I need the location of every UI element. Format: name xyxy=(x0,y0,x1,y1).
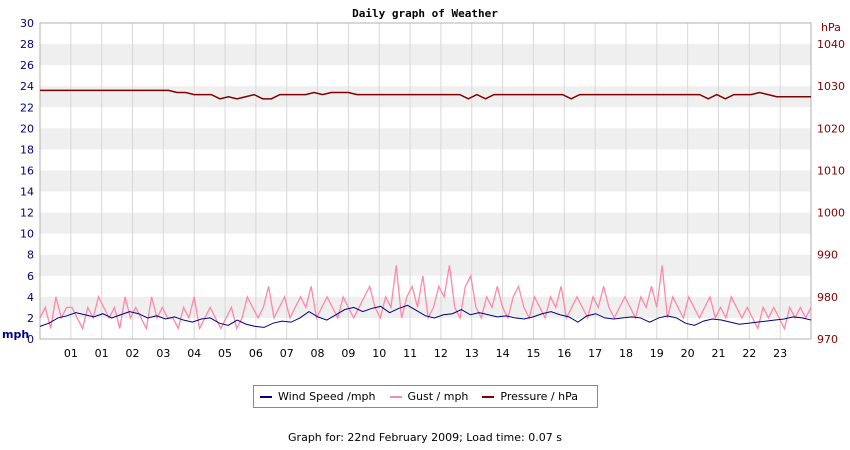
legend-label-wind: Wind Speed /mph xyxy=(278,390,376,403)
right-axis-label: hPa xyxy=(821,21,841,34)
right-axis-tick-label: 980 xyxy=(817,291,838,304)
grid-band xyxy=(40,128,811,150)
left-axis-tick-label: 18 xyxy=(20,143,34,156)
right-axis-tick-label: 1040 xyxy=(817,38,845,51)
left-axis-tick-label: 14 xyxy=(20,186,34,199)
right-axis-tick-label: 1010 xyxy=(817,164,845,177)
x-axis-tick-label: 09 xyxy=(341,347,355,360)
x-axis-tick-label: 19 xyxy=(650,347,664,360)
left-axis-tick-label: 16 xyxy=(20,164,34,177)
x-axis-tick-label: 20 xyxy=(681,347,695,360)
x-axis-tick-label: 21 xyxy=(711,347,725,360)
grid-band xyxy=(40,44,811,66)
series-pressure-line xyxy=(40,89,811,100)
left-axis-tick-label: 26 xyxy=(20,59,34,72)
x-axis-tick-label: 06 xyxy=(249,347,263,360)
x-axis-tick-label: 08 xyxy=(311,347,325,360)
x-axis-tick-label: 07 xyxy=(280,347,294,360)
legend-label-pressure: Pressure / hPa xyxy=(500,390,578,403)
x-axis-tick-label: 23 xyxy=(773,347,787,360)
x-axis-tick-label: 12 xyxy=(434,347,448,360)
left-axis-tick-label: 24 xyxy=(20,80,34,93)
left-axis-tick-label: 12 xyxy=(20,207,34,220)
x-axis-tick-label: 17 xyxy=(588,347,602,360)
right-axis-tick-label: 1000 xyxy=(817,207,845,220)
left-axis-tick-label: 28 xyxy=(20,38,34,51)
x-axis-tick-label: 11 xyxy=(403,347,417,360)
legend-swatch-gust xyxy=(389,395,402,398)
x-axis-tick-label: 13 xyxy=(465,347,479,360)
legend-swatch-pressure xyxy=(482,395,495,398)
right-axis-tick-label: 1020 xyxy=(817,122,845,135)
legend-item-pressure: Pressure / hPa xyxy=(482,390,578,403)
grid-band xyxy=(40,212,811,234)
left-axis-tick-label: 22 xyxy=(20,101,34,114)
grid-band xyxy=(40,254,811,276)
x-axis-tick-label: 16 xyxy=(557,347,571,360)
legend-item-wind: Wind Speed /mph xyxy=(260,390,376,403)
left-axis-tick-label: 4 xyxy=(27,291,34,304)
legend-swatch-wind xyxy=(260,395,272,398)
x-axis-tick-label: 22 xyxy=(742,347,756,360)
right-axis-tick-label: 990 xyxy=(817,249,838,262)
x-axis-tick-label: 05 xyxy=(218,347,232,360)
x-axis-tick-label: 04 xyxy=(187,347,201,360)
left-axis-tick-label: 2 xyxy=(27,312,34,325)
x-axis-tick-label: 01 xyxy=(95,347,109,360)
series-wind-speed-line xyxy=(39,304,812,328)
plot-frame xyxy=(39,22,812,340)
x-axis-tick-label: 10 xyxy=(372,347,386,360)
footer-status: Graph for: 22nd February 2009; Load time… xyxy=(288,431,562,444)
legend-label-gust: Gust / mph xyxy=(407,390,469,403)
left-axis-tick-label: 20 xyxy=(20,122,34,135)
x-axis-tick-label: 02 xyxy=(126,347,140,360)
x-axis-tick-label: 18 xyxy=(619,347,633,360)
left-axis-label: mph xyxy=(2,328,29,341)
legend-item-gust: Gust / mph xyxy=(389,390,469,403)
x-axis-tick-label: 14 xyxy=(496,347,510,360)
right-axis-tick-label: 970 xyxy=(817,333,838,346)
left-axis-tick-label: 30 xyxy=(20,17,34,30)
left-axis-tick-label: 10 xyxy=(20,228,34,241)
right-axis-tick-label: 1030 xyxy=(817,80,845,93)
x-axis-tick-label: 15 xyxy=(526,347,540,360)
grid-band xyxy=(40,170,811,192)
left-axis-tick-label: 8 xyxy=(27,249,34,262)
left-axis-tick-label: 6 xyxy=(27,270,34,283)
left-axis-tick-label: 0 xyxy=(27,333,34,346)
x-axis-tick-label: 01 xyxy=(64,347,78,360)
x-axis-tick-label: 03 xyxy=(156,347,170,360)
grid-band xyxy=(40,86,811,108)
chart-title: Daily graph of Weather xyxy=(352,7,498,20)
chart-legend: Wind Speed /mph Gust / mph Pressure / hP… xyxy=(253,385,598,408)
